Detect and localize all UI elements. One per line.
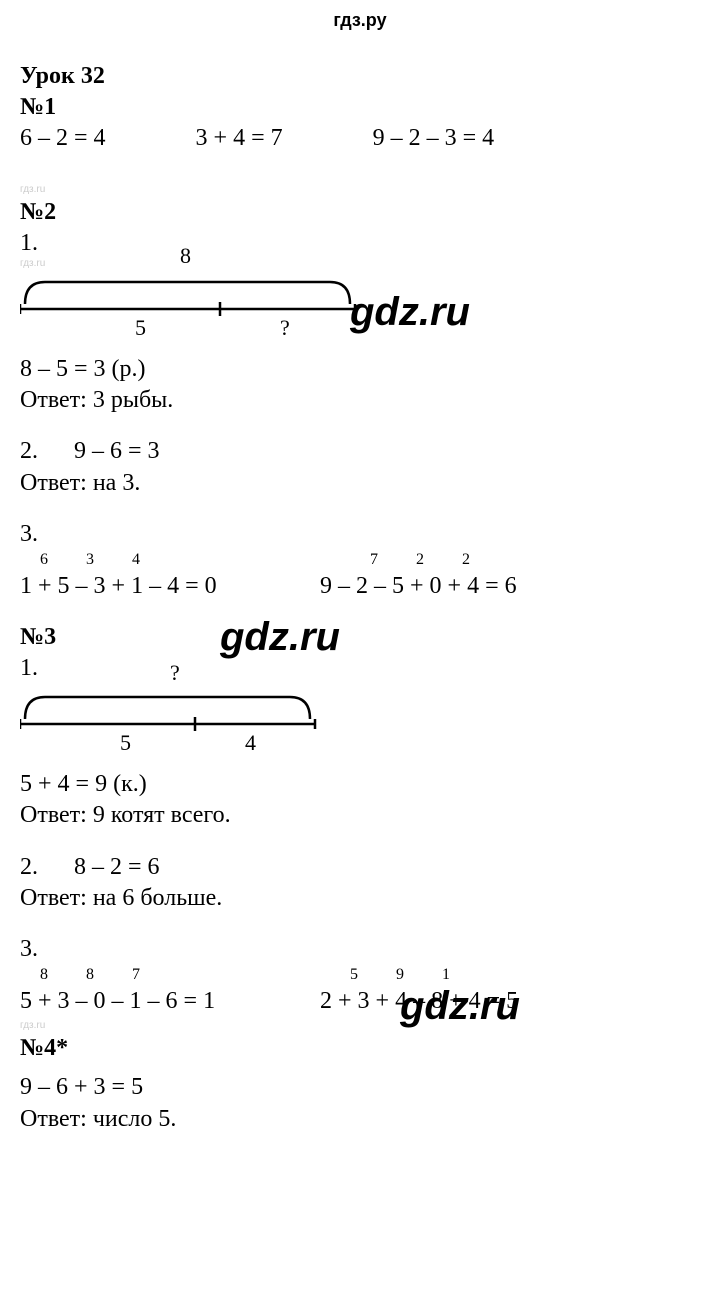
s2-p2-ans: Ответ: на 3. [20,468,700,499]
bracket-right-label: ? [280,314,290,343]
int-val: 8 [86,965,132,986]
s3-p1-eq: 5 + 4 = 9 (к.) [20,769,700,800]
s4-eq: 9 – 6 + 3 = 5 [20,1072,700,1103]
section-1-equations: 6 – 2 = 4 3 + 4 = 7 9 – 2 – 3 = 4 [20,123,700,154]
s3-p1-ans: Ответ: 9 котят всего. [20,800,700,831]
s2-p1-ans: Ответ: 3 рыбы. [20,385,700,416]
s2-p3-num: 3. [20,519,700,550]
section-1-title: №1 [20,92,700,123]
eq-1-1: 6 – 2 = 4 [20,123,106,154]
watermark-small: гдз.ru [20,185,700,195]
s2-p2-row: 2. 9 – 6 = 3 [20,436,700,467]
bracket-diagram-1: 8 5 ? [20,274,360,354]
section-2-title: №2 [20,197,700,228]
section-4-title: №4* [20,1033,700,1064]
bracket-right-label: 4 [245,729,256,758]
s3-p2-eq: 8 – 2 = 6 [74,854,160,880]
main-content: Урок 32 №1 6 – 2 = 4 3 + 4 = 7 9 – 2 – 3… [0,31,720,1155]
bracket-top-label: 8 [180,242,191,271]
s2-p3-eq2: 9 – 2 – 5 + 0 + 4 = 6 [320,571,517,602]
s3-p3-equations: 8 8 7 5 + 3 – 0 – 1 – 6 = 1 5 9 1 2 + 3 … [20,965,700,1017]
s3-p3-num: 3. [20,934,700,965]
bracket-top-label: ? [170,659,180,688]
int-val: 2 [462,550,470,571]
s2-p1-num: 1. [20,228,700,259]
s3-p1-num: 1. [20,653,700,684]
s2-p3-eq1: 1 + 5 – 3 + 1 – 4 = 0 [20,571,320,602]
bracket-left-label: 5 [135,314,146,343]
int-val: 2 [416,550,462,571]
int-val: 1 [442,965,450,986]
eq-1-3: 9 – 2 – 3 = 4 [373,123,495,154]
s2-p2-num: 2. [20,438,38,464]
s3-p2-ans: Ответ: на 6 больше. [20,883,700,914]
page-header: гдз.ру [0,0,720,31]
watermark-small: гдз.ru [20,1021,700,1031]
bracket-diagram-2: ? 5 4 [20,689,320,769]
s2-p3-intermediate-2: 7 2 2 [370,550,517,571]
int-val: 5 [350,965,396,986]
s3-p3-eq2: 2 + 3 + 4 – 8 + 4 = 5 [320,986,518,1017]
bracket-svg-top [20,689,320,739]
eq-1-2: 3 + 4 = 7 [196,123,283,154]
s2-p3-intermediate-1: 6 3 4 [40,550,320,571]
s4-ans: Ответ: число 5. [20,1104,700,1135]
s2-p2-eq: 9 – 6 = 3 [74,438,160,464]
s2-p1-eq: 8 – 5 = 3 (р.) [20,354,700,385]
s3-p3-intermediate-2: 5 9 1 [350,965,518,986]
s2-p3-equations: 6 3 4 1 + 5 – 3 + 1 – 4 = 0 7 2 2 9 – 2 … [20,550,700,602]
int-val: 7 [132,965,140,986]
int-val: 7 [370,550,416,571]
bracket-left-label: 5 [120,729,131,758]
s3-p3-eq1: 5 + 3 – 0 – 1 – 6 = 1 [20,986,320,1017]
int-val: 9 [396,965,442,986]
int-val: 6 [40,550,86,571]
s3-p3-intermediate-1: 8 8 7 [40,965,320,986]
int-val: 4 [132,550,140,571]
section-3-title: №3 [20,622,700,653]
lesson-title: Урок 32 [20,61,700,92]
s3-p2-num: 2. [20,854,38,880]
bracket-svg-top [20,274,360,324]
watermark-small: гдз.ru [20,259,700,269]
int-val: 8 [40,965,86,986]
int-val: 3 [86,550,132,571]
s3-p2-row: 2. 8 – 2 = 6 [20,852,700,883]
